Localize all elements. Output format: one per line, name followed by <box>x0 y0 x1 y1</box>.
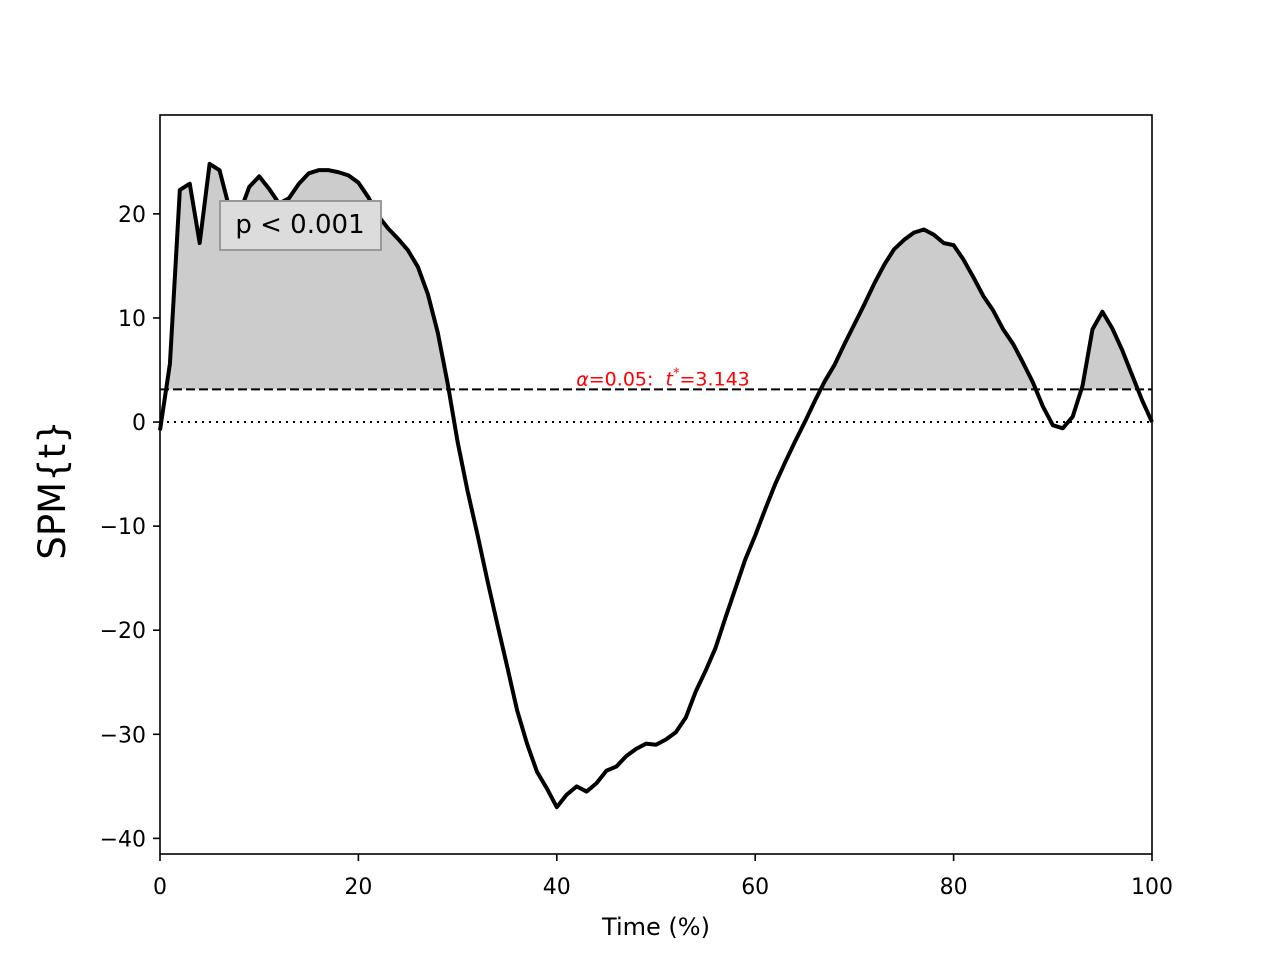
threshold-t-value: =3.143 <box>679 368 749 390</box>
threshold-alpha: α <box>576 368 589 390</box>
y-tick-label: 20 <box>118 203 146 228</box>
y-tick-label: −40 <box>100 827 146 852</box>
suprathreshold-cluster-fill <box>166 163 449 390</box>
p-value-text: p < 0.001 <box>235 210 364 240</box>
suprathreshold-fill-layer <box>166 163 1138 390</box>
y-tick-label: 0 <box>132 411 146 436</box>
y-tick-label: −20 <box>100 619 146 644</box>
x-axis-label: Time (%) <box>601 913 710 941</box>
x-axis: 0 20 40 60 80 100 <box>153 854 1173 900</box>
series-line <box>158 161 1154 810</box>
x-tick-label: 20 <box>344 875 372 900</box>
y-tick-label: 10 <box>118 307 146 332</box>
threshold-label: α=0.05: t*=3.143 <box>576 366 750 390</box>
x-tick-label: 40 <box>543 875 571 900</box>
p-value-box <box>219 200 382 251</box>
x-tick-label: 100 <box>1131 875 1173 900</box>
threshold-star: * <box>673 366 680 381</box>
x-tick-label: 0 <box>153 875 167 900</box>
suprathreshold-cluster-fill <box>820 229 1036 390</box>
suprathreshold-cluster-fill <box>1081 311 1138 390</box>
y-tick-label: −30 <box>100 723 146 748</box>
threshold-t: t <box>665 368 674 390</box>
y-axis-label: SPM{t} <box>31 420 74 559</box>
y-axis: 20 10 0 −10 −20 −30 −40 <box>100 203 160 852</box>
plot-frame <box>159 114 1153 855</box>
y-tick-label: −10 <box>100 515 146 540</box>
x-tick-label: 60 <box>741 875 769 900</box>
p-value-annotation: p < 0.001 <box>219 200 382 251</box>
threshold-alpha-value: =0.05: <box>589 368 666 390</box>
x-tick-label: 80 <box>940 875 968 900</box>
